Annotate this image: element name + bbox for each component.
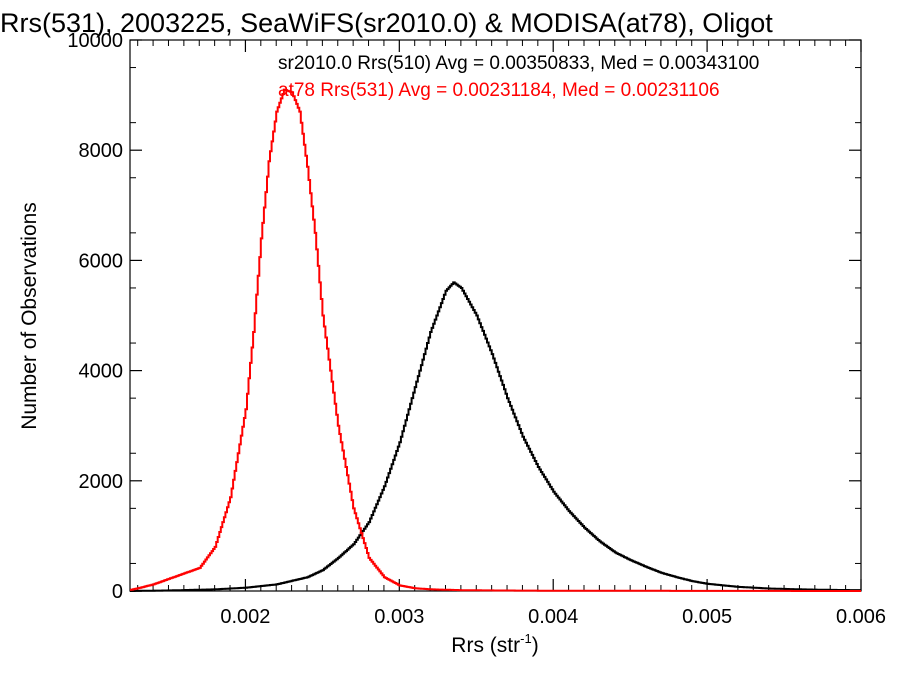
x-axis-label-main: Rrs (str [451,634,520,657]
y-tick-label-3: 6000 [79,250,124,272]
x-tick-label-2: 0.004 [528,606,578,628]
y-tick-label-0: 0 [112,581,123,603]
x-tick-label-4: 0.006 [836,606,886,628]
y-tick-label-4: 8000 [79,140,124,162]
x-tick-label-0: 0.002 [220,606,270,628]
series-layer [130,88,861,592]
x-tick-label-3: 0.005 [682,606,732,628]
x-axis-label-sup: -1 [520,631,532,646]
x-axis-label-close: ) [532,634,539,657]
y-tick-label-2: 4000 [79,361,124,383]
x-axis-label: Rrs (str-1) [451,631,538,657]
chart-title: Rrs(531), 2003225, SeaWiFS(sr2010.0) & M… [0,8,773,38]
y-tick-label-5: 10000 [67,30,123,52]
y-axis-label: Number of Observations [18,202,41,430]
series-0-histogram-line [130,281,861,592]
y-axis-ticks: 0 2000 4000 6000 8000 10000 [67,30,861,603]
series-1-histogram-line [130,88,861,592]
annotation-black: sr2010.0 Rrs(510) Avg = 0.00350833, Med … [278,53,759,74]
annotation-red: at78 Rrs(531) Avg = 0.00231184, Med = 0.… [278,80,720,101]
x-tick-label-1: 0.003 [374,606,424,628]
plot-frame [129,39,862,592]
x-axis-ticks: 0.002 0.003 0.004 0.005 0.006 [137,40,886,628]
y-tick-label-1: 2000 [79,471,124,493]
